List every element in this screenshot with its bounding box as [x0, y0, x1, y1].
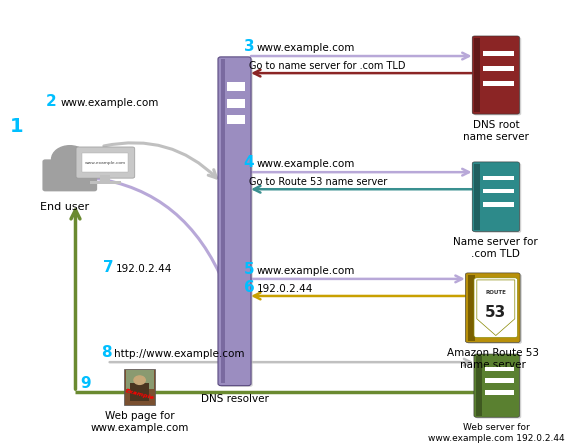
- Bar: [484, 81, 513, 86]
- Text: 3: 3: [244, 39, 254, 54]
- Bar: [474, 164, 481, 230]
- Text: 2: 2: [46, 94, 56, 109]
- Bar: [221, 59, 225, 384]
- Bar: [484, 66, 513, 71]
- Text: Go to Route 53 name server: Go to Route 53 name server: [249, 177, 388, 187]
- Text: Example: Example: [125, 388, 155, 400]
- Text: 1: 1: [10, 117, 23, 136]
- Bar: [485, 390, 514, 395]
- Circle shape: [52, 146, 88, 173]
- Text: 192.0.2.44: 192.0.2.44: [257, 284, 313, 294]
- Bar: [90, 181, 120, 184]
- Bar: [124, 368, 155, 405]
- FancyBboxPatch shape: [475, 355, 521, 418]
- Text: Amazon Route 53
name server: Amazon Route 53 name server: [447, 348, 539, 370]
- FancyBboxPatch shape: [466, 273, 520, 343]
- Bar: [126, 370, 154, 388]
- FancyBboxPatch shape: [472, 162, 520, 231]
- Text: www.example.com: www.example.com: [257, 266, 355, 276]
- FancyBboxPatch shape: [474, 37, 521, 115]
- Bar: [484, 175, 513, 180]
- Circle shape: [134, 376, 146, 384]
- Bar: [100, 175, 110, 182]
- Text: End user: End user: [40, 202, 88, 212]
- Text: DNS resolver: DNS resolver: [201, 394, 268, 404]
- Text: www.example.com: www.example.com: [257, 159, 355, 169]
- Text: www.example.com: www.example.com: [257, 43, 355, 53]
- Bar: [476, 356, 482, 416]
- Text: ROUTE: ROUTE: [485, 290, 506, 295]
- Bar: [474, 38, 481, 113]
- Bar: [227, 82, 244, 92]
- Text: 4: 4: [244, 155, 254, 170]
- Text: www.example.com: www.example.com: [85, 161, 126, 165]
- Text: 5: 5: [244, 262, 254, 277]
- FancyBboxPatch shape: [474, 163, 521, 233]
- Bar: [227, 115, 244, 124]
- Polygon shape: [477, 280, 515, 336]
- Text: DNS root
name server: DNS root name server: [463, 120, 529, 142]
- Bar: [484, 51, 513, 57]
- Text: Web server for
www.example.com 192.0.2.44: Web server for www.example.com 192.0.2.4…: [428, 423, 565, 443]
- Text: Web page for
www.example.com: Web page for www.example.com: [90, 411, 189, 433]
- Text: Go to name server for .com TLD: Go to name server for .com TLD: [249, 61, 406, 71]
- Text: 8: 8: [101, 345, 112, 360]
- Text: 53: 53: [485, 305, 506, 320]
- FancyBboxPatch shape: [467, 274, 522, 344]
- Text: 7: 7: [103, 260, 113, 275]
- Bar: [82, 154, 129, 172]
- Text: www.example.com: www.example.com: [60, 98, 158, 108]
- Text: 192.0.2.44: 192.0.2.44: [115, 264, 172, 275]
- Bar: [484, 189, 513, 194]
- Bar: [485, 367, 514, 371]
- Text: 9: 9: [80, 376, 91, 391]
- FancyBboxPatch shape: [474, 278, 517, 338]
- FancyBboxPatch shape: [42, 159, 97, 191]
- FancyBboxPatch shape: [218, 57, 251, 386]
- Text: Name server for
.com TLD: Name server for .com TLD: [453, 238, 538, 259]
- FancyBboxPatch shape: [219, 58, 253, 387]
- Text: 6: 6: [244, 280, 254, 295]
- Bar: [130, 383, 149, 401]
- Bar: [468, 275, 475, 341]
- Text: http://www.example.com: http://www.example.com: [114, 349, 245, 359]
- Bar: [485, 378, 514, 383]
- FancyBboxPatch shape: [76, 147, 135, 178]
- FancyBboxPatch shape: [472, 36, 520, 114]
- Bar: [484, 202, 513, 206]
- FancyBboxPatch shape: [474, 354, 520, 417]
- Bar: [227, 99, 244, 108]
